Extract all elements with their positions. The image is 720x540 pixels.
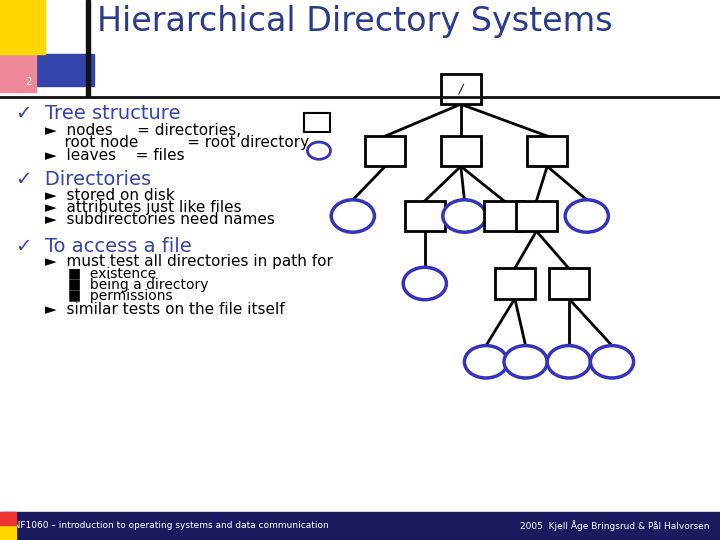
FancyBboxPatch shape [516,201,557,231]
Circle shape [590,346,634,378]
Bar [0,0,45,54]
Circle shape [307,142,330,159]
FancyBboxPatch shape [365,136,405,166]
Text: root node          = root directory: root node = root directory [45,135,309,150]
Text: ►  attributes just like files: ► attributes just like files [45,200,241,215]
Text: 2: 2 [26,77,32,87]
Circle shape [403,267,446,300]
Bar [0,525,16,540]
Text: ✓  Directories: ✓ Directories [16,170,151,189]
Text: Hierarchical Directory Systems: Hierarchical Directory Systems [97,5,613,38]
Text: ✓  Tree structure: ✓ Tree structure [16,104,180,123]
Circle shape [464,346,508,378]
Text: INF1060 – introduction to operating systems and data communication: INF1060 – introduction to operating syst… [11,522,328,530]
FancyBboxPatch shape [484,201,524,231]
Text: ■  existence: ■ existence [68,267,157,281]
FancyBboxPatch shape [405,201,445,231]
FancyBboxPatch shape [549,268,589,299]
Circle shape [547,346,590,378]
FancyBboxPatch shape [441,74,481,104]
FancyBboxPatch shape [304,113,330,132]
Text: ►  stored on disk: ► stored on disk [45,188,174,203]
Circle shape [565,200,608,232]
FancyBboxPatch shape [527,136,567,166]
Circle shape [443,200,486,232]
Bar [36,54,94,86]
Text: ►  subdirectories need names: ► subdirectories need names [45,212,274,227]
Text: ►  nodes     = directories,: ► nodes = directories, [45,123,240,138]
Text: ■  permissions: ■ permissions [68,289,173,303]
Text: ►  similar tests on the file itself: ► similar tests on the file itself [45,302,284,318]
Circle shape [331,200,374,232]
Circle shape [504,346,547,378]
Text: ►  must test all directories in path for: ► must test all directories in path for [45,254,333,269]
FancyBboxPatch shape [441,136,481,166]
FancyBboxPatch shape [495,268,535,299]
Bar [0,512,16,525]
Text: 2005  Kjell Åge Bringsrud & Pål Halvorsen: 2005 Kjell Åge Bringsrud & Pål Halvorsen [520,521,709,531]
Text: ►  leaves    = files: ► leaves = files [45,148,184,163]
Text: /: / [459,83,463,96]
Bar [0,54,36,92]
Bar [86,0,90,97]
Bar [0,512,720,540]
Text: ✓  To access a file: ✓ To access a file [16,237,192,255]
Text: ■  being a directory: ■ being a directory [68,278,209,292]
